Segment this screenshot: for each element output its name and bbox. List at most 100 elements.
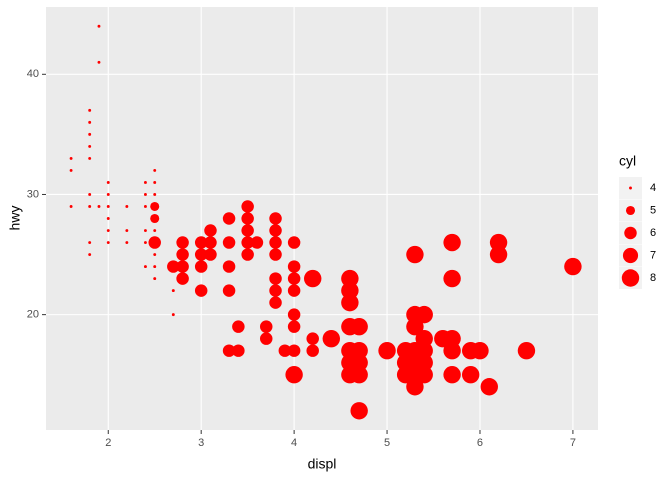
legend-symbol <box>621 269 640 287</box>
point <box>176 236 189 249</box>
point <box>194 260 208 273</box>
point <box>88 205 92 208</box>
legend-label: 4 <box>650 182 656 194</box>
point <box>287 320 301 333</box>
x-tick-label: 3 <box>198 437 204 449</box>
point <box>443 341 461 360</box>
x-axis-title: displ <box>308 456 337 472</box>
x-tick-label: 4 <box>291 437 297 449</box>
point <box>222 260 236 273</box>
legend-symbol <box>625 205 636 216</box>
point <box>143 180 147 184</box>
point <box>415 354 433 372</box>
point <box>222 212 236 225</box>
point <box>153 277 157 281</box>
point <box>350 317 368 336</box>
point <box>461 366 480 384</box>
point <box>222 344 236 357</box>
point <box>287 308 301 321</box>
point <box>106 229 110 232</box>
point <box>278 344 292 357</box>
x-tick-label: 5 <box>384 437 390 449</box>
point <box>153 180 157 184</box>
point <box>350 366 368 384</box>
point <box>222 284 236 297</box>
point <box>406 245 424 264</box>
point <box>232 320 245 333</box>
legend-symbol <box>622 247 639 264</box>
point <box>269 296 282 309</box>
point <box>106 180 110 184</box>
point <box>153 253 157 257</box>
point <box>378 341 396 360</box>
point <box>350 402 368 420</box>
point <box>148 236 161 249</box>
y-tick-label: 30 <box>27 188 39 200</box>
point <box>106 217 110 220</box>
point <box>269 224 282 237</box>
point <box>250 236 264 249</box>
point <box>88 144 92 148</box>
point <box>153 229 157 232</box>
point <box>489 245 508 264</box>
point <box>143 205 147 208</box>
legend-label: 5 <box>650 204 656 216</box>
point <box>471 341 489 360</box>
point <box>143 229 147 232</box>
point <box>415 305 433 324</box>
point <box>143 265 147 269</box>
point <box>88 120 92 124</box>
point <box>269 248 282 261</box>
point <box>287 236 301 249</box>
point <box>69 205 73 208</box>
point <box>306 332 319 345</box>
point <box>287 344 301 357</box>
point <box>125 229 129 232</box>
point <box>341 293 359 312</box>
point <box>153 168 157 172</box>
point <box>322 329 340 348</box>
point <box>194 248 208 261</box>
y-tick-label: 20 <box>27 309 39 321</box>
point <box>88 193 92 196</box>
point <box>204 236 217 249</box>
point <box>269 284 282 297</box>
point <box>350 341 368 360</box>
legend: cyl 4 5 6 7 8 <box>619 153 656 289</box>
legend-title: cyl <box>619 153 636 169</box>
point <box>88 241 92 244</box>
legend-label: 6 <box>650 227 656 239</box>
point <box>564 257 582 276</box>
point <box>69 156 73 160</box>
points <box>69 24 582 420</box>
y-tick-label: 40 <box>27 68 39 80</box>
point <box>480 378 498 396</box>
point <box>287 284 301 297</box>
point <box>97 24 101 28</box>
point <box>150 201 160 212</box>
point <box>415 366 433 384</box>
point <box>406 317 424 336</box>
point <box>306 344 319 357</box>
axes: 2 3 4 5 6 7 20 30 40 <box>27 68 576 449</box>
point <box>204 248 217 261</box>
x-tick-label: 7 <box>570 437 576 449</box>
panel-background <box>46 7 598 430</box>
point <box>171 313 175 317</box>
point <box>341 269 359 288</box>
point <box>304 269 322 288</box>
point <box>443 366 461 384</box>
point <box>443 269 461 288</box>
point <box>269 212 282 225</box>
point <box>341 281 359 300</box>
point <box>153 193 157 196</box>
point <box>176 248 189 261</box>
point <box>171 289 175 293</box>
point <box>260 320 273 333</box>
point <box>150 213 160 224</box>
point <box>97 60 101 64</box>
grid <box>46 7 598 430</box>
point <box>194 236 208 249</box>
point <box>176 272 189 285</box>
point <box>489 233 508 252</box>
